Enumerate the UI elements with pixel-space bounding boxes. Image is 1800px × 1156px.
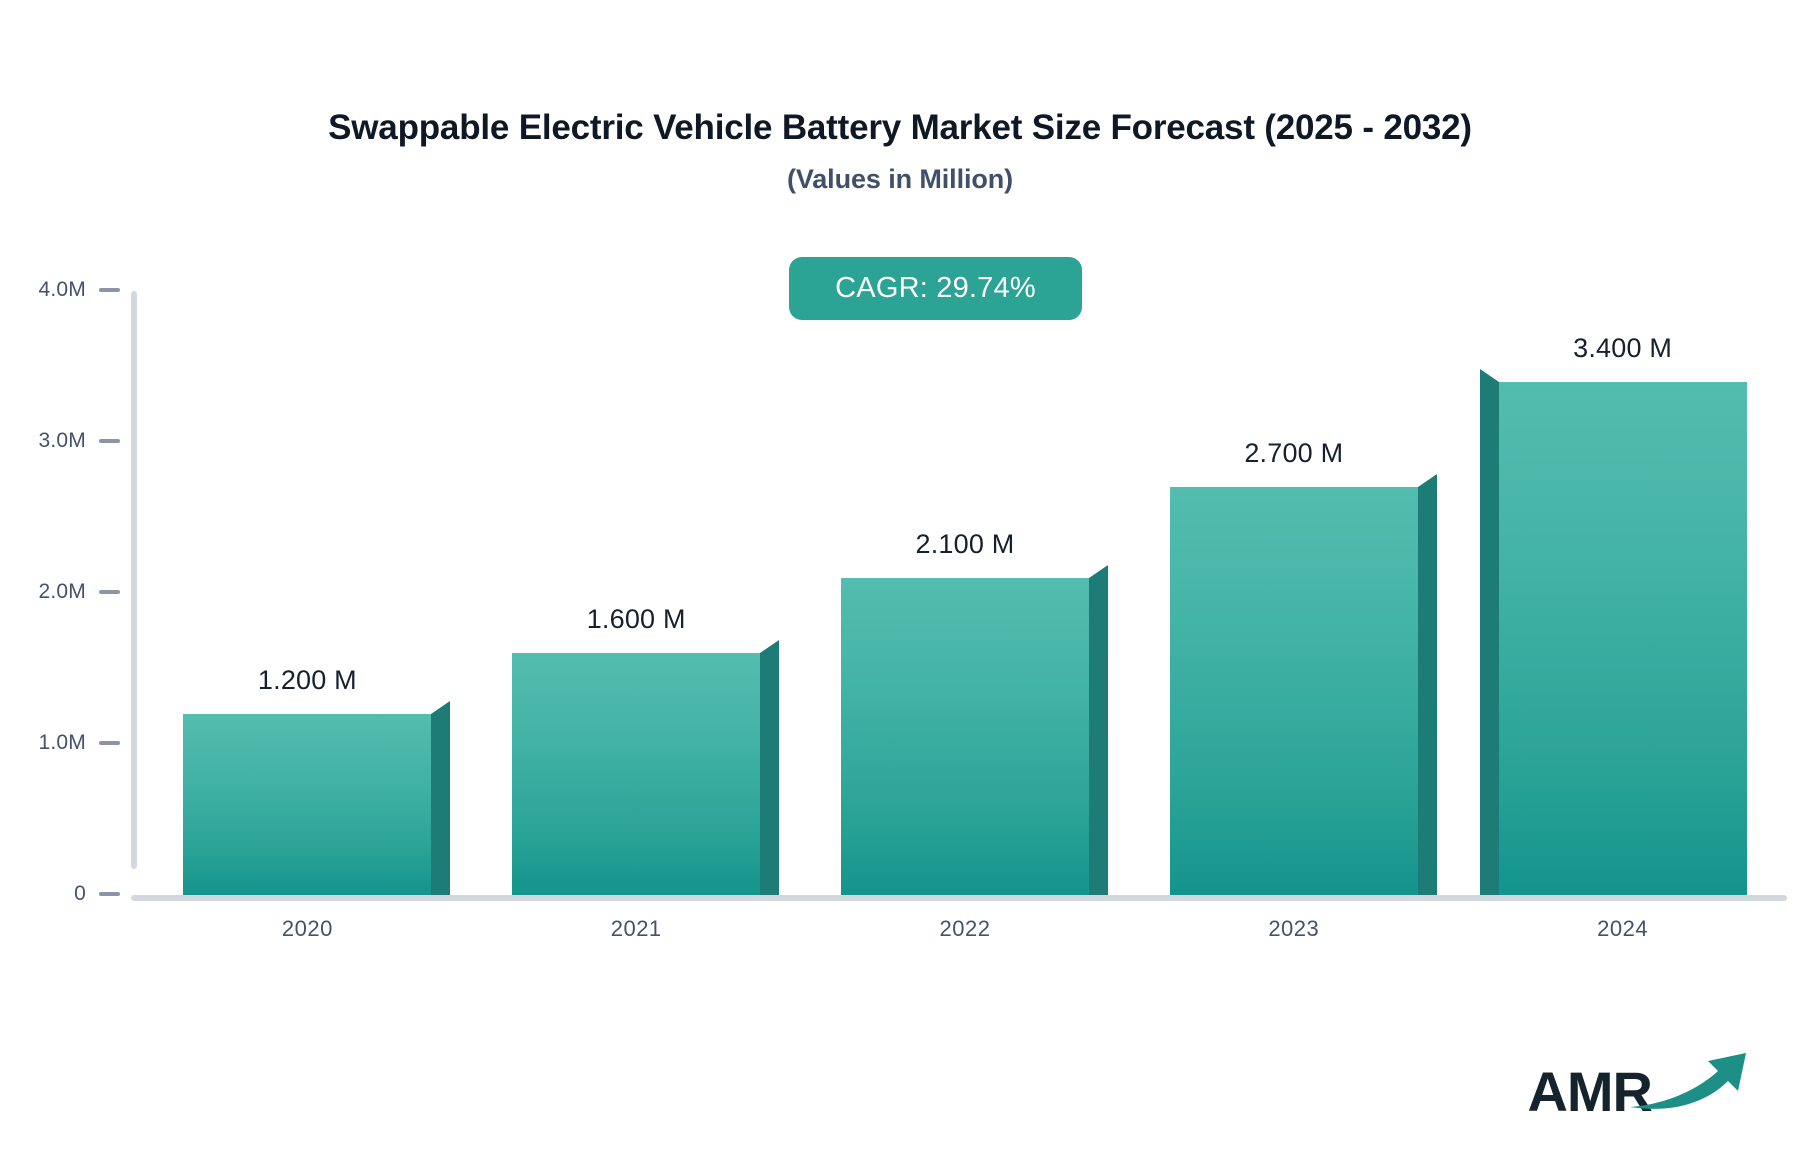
bar-column[interactable]: 1.200 M bbox=[183, 264, 451, 895]
cagr-badge: CAGR: 29.74% bbox=[789, 257, 1082, 320]
y-axis-tick-mark bbox=[99, 892, 120, 896]
bar-side-face bbox=[1089, 564, 1108, 895]
bar-column[interactable]: 1.600 M bbox=[512, 264, 780, 895]
y-axis-tick-label: 3.0M bbox=[38, 429, 86, 452]
y-axis-line bbox=[131, 291, 137, 869]
bar-value-label: 2.700 M bbox=[1244, 438, 1344, 469]
bar[interactable] bbox=[183, 713, 432, 895]
bar-side-face bbox=[1417, 474, 1437, 895]
amr-logo: AMR bbox=[1527, 1041, 1754, 1120]
title-block: Swappable Electric Vehicle Battery Marke… bbox=[0, 108, 1800, 195]
y-axis-tick-label: 2.0M bbox=[38, 580, 86, 603]
bar[interactable] bbox=[512, 653, 761, 895]
y-axis-tick-mark bbox=[99, 741, 120, 745]
cagr-badge-label: CAGR: 29.74% bbox=[835, 272, 1036, 304]
bar-series: 1.200 M 1.600 M 2.100 M 2.700 M 3.400 M bbox=[143, 270, 1787, 901]
x-axis-label: 2022 bbox=[939, 916, 991, 941]
bar[interactable] bbox=[1169, 487, 1418, 895]
bar-column[interactable]: 2.100 M bbox=[841, 264, 1108, 895]
bar-value-label: 1.600 M bbox=[586, 604, 686, 635]
y-axis-tick-label: 1.0M bbox=[38, 731, 86, 754]
chart-subtitle: (Values in Million) bbox=[786, 164, 1014, 195]
x-axis-label: 2020 bbox=[281, 916, 333, 941]
bar-column[interactable]: 2.700 M bbox=[1169, 264, 1437, 895]
x-axis-labels: 2020 2021 2022 2023 2024 bbox=[143, 916, 1787, 950]
bar-value-label: 3.400 M bbox=[1573, 332, 1673, 363]
page-title: Swappable Electric Vehicle Battery Marke… bbox=[328, 108, 1472, 147]
bar-column[interactable]: 3.400 M bbox=[1479, 264, 1747, 895]
bar-side-face bbox=[760, 640, 780, 895]
bar-side-face bbox=[1479, 368, 1499, 895]
x-axis-label: 2021 bbox=[610, 916, 662, 941]
bar-value-label: 1.200 M bbox=[257, 664, 357, 695]
logo-text: AMR bbox=[1527, 1060, 1653, 1123]
x-axis-label: 2023 bbox=[1268, 916, 1320, 941]
y-axis-tick-mark bbox=[99, 590, 120, 594]
bar[interactable] bbox=[841, 577, 1089, 895]
trend-up-arrow-icon bbox=[1626, 1041, 1754, 1118]
plot-area: 0 1.0M 2.0M 3.0M 4.0M 1.200 M 1.600 M 2.100 M 2… bbox=[0, 270, 1800, 920]
bar-value-label: 2.100 M bbox=[915, 528, 1015, 559]
x-axis-label: 2024 bbox=[1597, 916, 1649, 941]
y-axis-tick-label: 0 bbox=[74, 882, 86, 905]
x-axis-baseline bbox=[131, 895, 1787, 901]
y-axis-tick-mark bbox=[99, 288, 120, 292]
bar-side-face bbox=[431, 700, 451, 895]
y-axis-tick-mark bbox=[99, 439, 120, 443]
y-axis-tick-label: 4.0M bbox=[38, 278, 86, 301]
bar[interactable] bbox=[1498, 381, 1747, 895]
